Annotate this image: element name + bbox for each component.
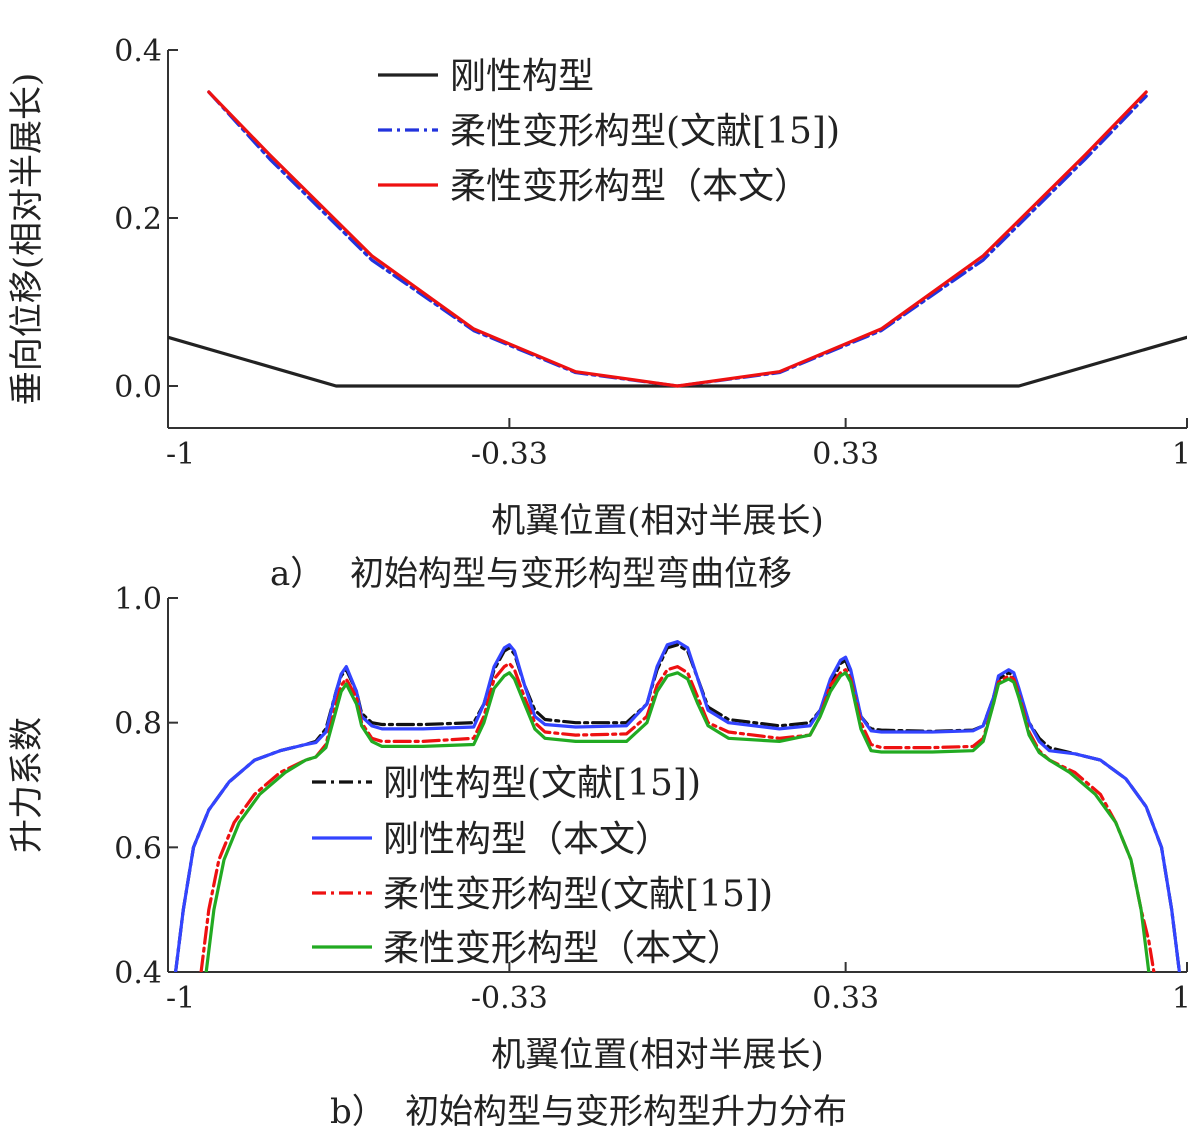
legend: 刚性构型(文献[15]) 刚性构型（本文） 柔性变形构型(文献[15]) 柔性变形构型… [312, 763, 773, 969]
series-line-3 [207, 90, 1148, 388]
series-line-2 [174, 639, 1182, 972]
y-tick-label: 0.0 [114, 370, 162, 405]
legend-entry-label: 柔性变形构型（本文） [450, 166, 810, 207]
caption-tag: b） [330, 1092, 386, 1132]
series-group [168, 90, 1187, 388]
x-axis-label: 机翼位置(相对半展长) [491, 501, 824, 541]
y-tick-label: 0.4 [114, 34, 162, 69]
chart-panel-b: 0.40.60.81.0-1 -0.33 0.33 1刚性构型(文献[15])刚性构型… [7, 582, 1191, 1132]
x-tick-label: -1 [166, 981, 195, 1016]
y-tick-label: 0.2 [114, 202, 162, 237]
x-tick-label: -1 [166, 437, 195, 472]
legend-entry-label: 柔性变形构型（本文） [383, 928, 743, 969]
series-group [174, 639, 1182, 972]
y-tick-label: 0.6 [114, 831, 162, 866]
legend-entry-label: 柔性变形构型(文献[15]) [383, 874, 773, 915]
y-axis-label: 垂向位移(相对半展长) [7, 73, 47, 406]
x-tick-label: 1 [1172, 981, 1191, 1016]
legend-entry-label: 刚性构型 [450, 56, 594, 97]
legend-entry-label: 刚性构型(文献[15]) [383, 763, 701, 804]
series-line-1 [168, 335, 1187, 388]
x-tick-label: 0.33 [812, 981, 879, 1016]
series-line-1 [174, 643, 1182, 972]
series-line-3 [199, 661, 1156, 972]
x-tick-label: 0.33 [812, 437, 879, 472]
legend-entry-label: 刚性构型（本文） [383, 819, 671, 860]
legend-entry-label: 柔性变形构型(文献[15]) [450, 111, 840, 152]
x-tick-label: 1 [1172, 437, 1191, 472]
series-line-4 [204, 671, 1151, 972]
y-tick-label: 0.4 [114, 956, 162, 991]
y-tick-label: 1.0 [114, 582, 162, 617]
caption-text: 初始构型与变形构型升力分布 [405, 1092, 847, 1132]
x-axis-label: 机翼位置(相对半展长) [491, 1035, 824, 1075]
y-axis-label: 升力系数 [7, 717, 47, 853]
y-tick-label: 0.8 [114, 707, 162, 742]
caption-tag: a） [270, 554, 324, 594]
caption-text: 初始构型与变形构型弯曲位移 [350, 554, 792, 594]
x-tick-label: -0.33 [471, 437, 548, 472]
x-tick-label: -0.33 [471, 981, 548, 1016]
